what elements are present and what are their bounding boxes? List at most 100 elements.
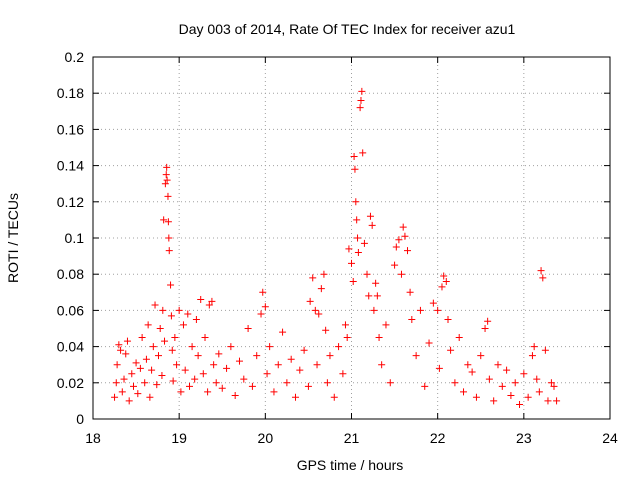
data-point <box>136 364 144 372</box>
data-point <box>507 391 515 399</box>
data-point <box>358 87 366 95</box>
data-point <box>111 393 119 401</box>
data-point <box>460 388 468 396</box>
data-point <box>173 361 181 369</box>
data-point <box>359 149 367 157</box>
data-point <box>153 381 161 389</box>
data-point <box>490 397 498 405</box>
data-point <box>533 375 541 383</box>
data-point <box>553 397 561 405</box>
data-point <box>435 364 443 372</box>
x-tick-label: 22 <box>430 430 446 446</box>
data-point <box>113 361 121 369</box>
data-point <box>167 312 175 320</box>
y-tick-label: 0.12 <box>57 194 84 210</box>
data-point <box>177 388 185 396</box>
data-point <box>161 180 169 188</box>
tick-labels: 18 19 20 21 22 23 24 0 0.02 0.04 0.06 0.08 0.1 0.12 0.… <box>57 49 618 446</box>
data-point <box>401 232 409 240</box>
data-point <box>235 357 243 365</box>
data-point <box>184 310 192 318</box>
data-point <box>161 337 169 345</box>
data-point <box>451 379 459 387</box>
data-point <box>227 343 235 351</box>
data-point <box>391 261 399 269</box>
data-point <box>179 321 187 329</box>
data-point <box>360 239 368 247</box>
data-point <box>199 370 207 378</box>
x-tick-label: 18 <box>85 430 101 446</box>
data-point <box>378 361 386 369</box>
data-point <box>399 223 407 231</box>
data-point <box>212 379 220 387</box>
data-point <box>164 218 172 226</box>
data-point <box>341 321 349 329</box>
data-point <box>485 375 493 383</box>
data-point <box>350 153 358 161</box>
data-point <box>274 361 282 369</box>
data-point <box>253 352 261 360</box>
data-point <box>304 382 312 390</box>
data-point <box>363 270 371 278</box>
data-point <box>447 346 455 354</box>
data-point <box>528 352 536 360</box>
data-point <box>434 306 442 314</box>
data-point <box>309 274 317 282</box>
data-point <box>142 355 150 363</box>
data-point <box>115 341 123 349</box>
data-point <box>163 163 171 171</box>
data-point <box>550 382 558 390</box>
data-point <box>335 343 343 351</box>
data-point <box>382 321 390 329</box>
data-point <box>125 397 133 405</box>
data-point <box>481 325 489 332</box>
data-point <box>438 283 446 291</box>
data-point <box>223 364 231 372</box>
data-point <box>468 368 476 376</box>
data-point <box>392 243 400 251</box>
data-point <box>516 401 524 409</box>
data-point <box>164 192 172 200</box>
data-point <box>204 388 212 396</box>
data-point <box>118 388 126 396</box>
data-point <box>348 259 355 267</box>
data-point <box>353 216 361 224</box>
data-point <box>141 379 149 387</box>
data-point <box>165 247 173 255</box>
data-point <box>330 393 338 401</box>
data-point <box>425 339 433 347</box>
data-point <box>313 361 321 369</box>
data-point <box>112 379 120 387</box>
data-point <box>148 366 156 374</box>
data-point <box>128 370 136 378</box>
data-point <box>146 393 154 401</box>
data-point <box>306 297 314 305</box>
x-tick-label: 20 <box>258 430 274 446</box>
data-point <box>149 343 157 351</box>
data-point <box>477 352 485 360</box>
data-point <box>240 375 248 383</box>
data-point <box>317 285 325 293</box>
data-point <box>210 361 218 369</box>
data-point <box>345 245 353 253</box>
chart-title: Day 003 of 2014, Rate Of TEC Index for r… <box>179 21 516 37</box>
data-point <box>352 198 360 206</box>
data-point <box>472 393 480 401</box>
data-points <box>111 87 561 409</box>
data-point <box>357 96 365 104</box>
data-point <box>244 325 252 332</box>
data-point <box>279 328 287 336</box>
data-point <box>186 382 194 390</box>
data-point <box>266 343 274 351</box>
data-point <box>541 346 549 354</box>
data-point <box>368 221 376 229</box>
data-point <box>408 315 416 323</box>
data-point <box>171 334 179 342</box>
data-point <box>259 288 267 296</box>
data-point <box>365 292 373 300</box>
data-point <box>351 165 359 173</box>
grid-lines <box>93 57 610 419</box>
data-point <box>397 270 405 278</box>
data-point <box>444 315 452 323</box>
data-point <box>215 350 223 358</box>
